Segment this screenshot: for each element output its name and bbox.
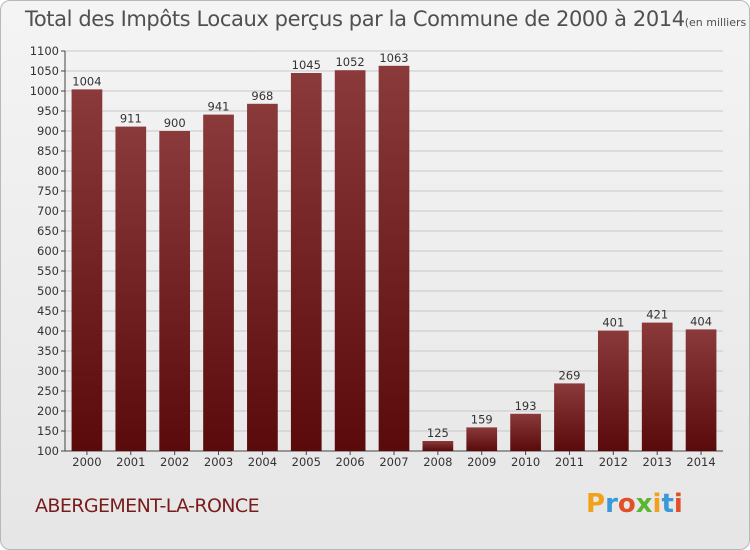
proxiti-logo: Proxiti [586,489,683,519]
title-text: Total des Impôts Locaux perçus par la Co… [25,7,685,31]
x-tick-label: 2010 [511,455,540,469]
y-tick-label: 900 [37,124,59,138]
y-tick-label: 550 [37,264,59,278]
bar [159,131,191,451]
y-tick-label: 1100 [30,44,59,58]
bar-value-label: 911 [120,112,142,126]
logo-letter: r [605,489,618,519]
x-tick-label: 2007 [379,455,408,469]
x-tick-label: 2008 [423,455,452,469]
y-tick-label: 1050 [30,64,59,78]
bar [247,103,278,452]
bar-value-label: 1045 [292,58,321,72]
bar-value-label: 968 [251,89,273,103]
bar [554,383,585,451]
bar-value-label: 159 [471,412,493,426]
value-labels: 1004 911 900 941 968 1045 1052 1063 125 159 193 269… [72,51,712,440]
y-tick-label: 700 [37,204,59,218]
y-tick-label: 250 [37,384,59,398]
bar-value-label: 401 [602,316,624,330]
y-tick-label: 600 [37,244,59,258]
x-tick-label: 2005 [292,455,321,469]
y-tick-label: 350 [37,344,59,358]
logo-letter: x [635,489,653,519]
bar-value-label: 269 [558,368,580,382]
bar [466,427,498,451]
x-tick-label: 2012 [599,455,628,469]
bar [203,114,234,451]
y-tick-label: 750 [37,184,59,198]
bar [290,73,322,451]
logo-letter: i [652,489,662,519]
logo-letter: t [661,489,674,519]
y-tick-label: 850 [37,144,59,158]
bar [115,126,147,451]
y-tick-label: 400 [37,324,59,338]
bar-value-label: 125 [427,426,449,440]
x-tick-label: 2002 [160,455,189,469]
y-tick-label: 200 [37,404,59,418]
y-tick-label: 100 [37,444,59,458]
bar-value-label: 941 [208,100,230,114]
x-tick-label: 2013 [643,455,672,469]
x-tick-label: 2014 [686,455,715,469]
bars [71,65,717,452]
bar [510,413,541,451]
y-tick-label: 500 [37,284,59,298]
x-tick-label: 2011 [555,455,584,469]
bar [378,65,410,452]
bar [597,330,629,451]
bar [334,70,366,451]
logo-letter: i [673,489,683,519]
y-tick-label: 450 [37,304,59,318]
bar-value-label: 900 [164,116,186,130]
x-tick-label: 2006 [335,455,364,469]
y-tick-label: 150 [37,424,59,438]
bar-value-label: 1004 [72,74,101,88]
y-tick-label: 650 [37,224,59,238]
x-tick-label: 2003 [204,455,233,469]
bar [71,89,103,452]
x-tick-label: 2001 [116,455,145,469]
bar-value-label: 1063 [379,51,408,65]
x-tick-label: 2000 [72,455,101,469]
chart-title: Total des Impôts Locaux perçus par la Co… [25,7,749,31]
y-tick-label: 300 [37,364,59,378]
bar [685,329,717,451]
logo-letter: o [617,489,636,519]
x-tick-label: 2004 [248,455,277,469]
bar-value-label: 421 [646,308,668,322]
bar-value-label: 193 [515,399,537,413]
bar [641,322,673,451]
commune-name: ABERGEMENT-LA-RONCE [35,495,260,517]
x-tick-label: 2009 [467,455,496,469]
bar [422,441,454,451]
logo-letter: P [586,489,606,519]
bar-value-label: 404 [690,314,712,328]
bar-value-label: 1052 [335,55,364,69]
y-tick-label: 1000 [30,84,59,98]
y-tick-label: 950 [37,104,59,118]
y-tick-label: 800 [37,164,59,178]
unit-label: (en milliers d'€) [684,16,749,29]
